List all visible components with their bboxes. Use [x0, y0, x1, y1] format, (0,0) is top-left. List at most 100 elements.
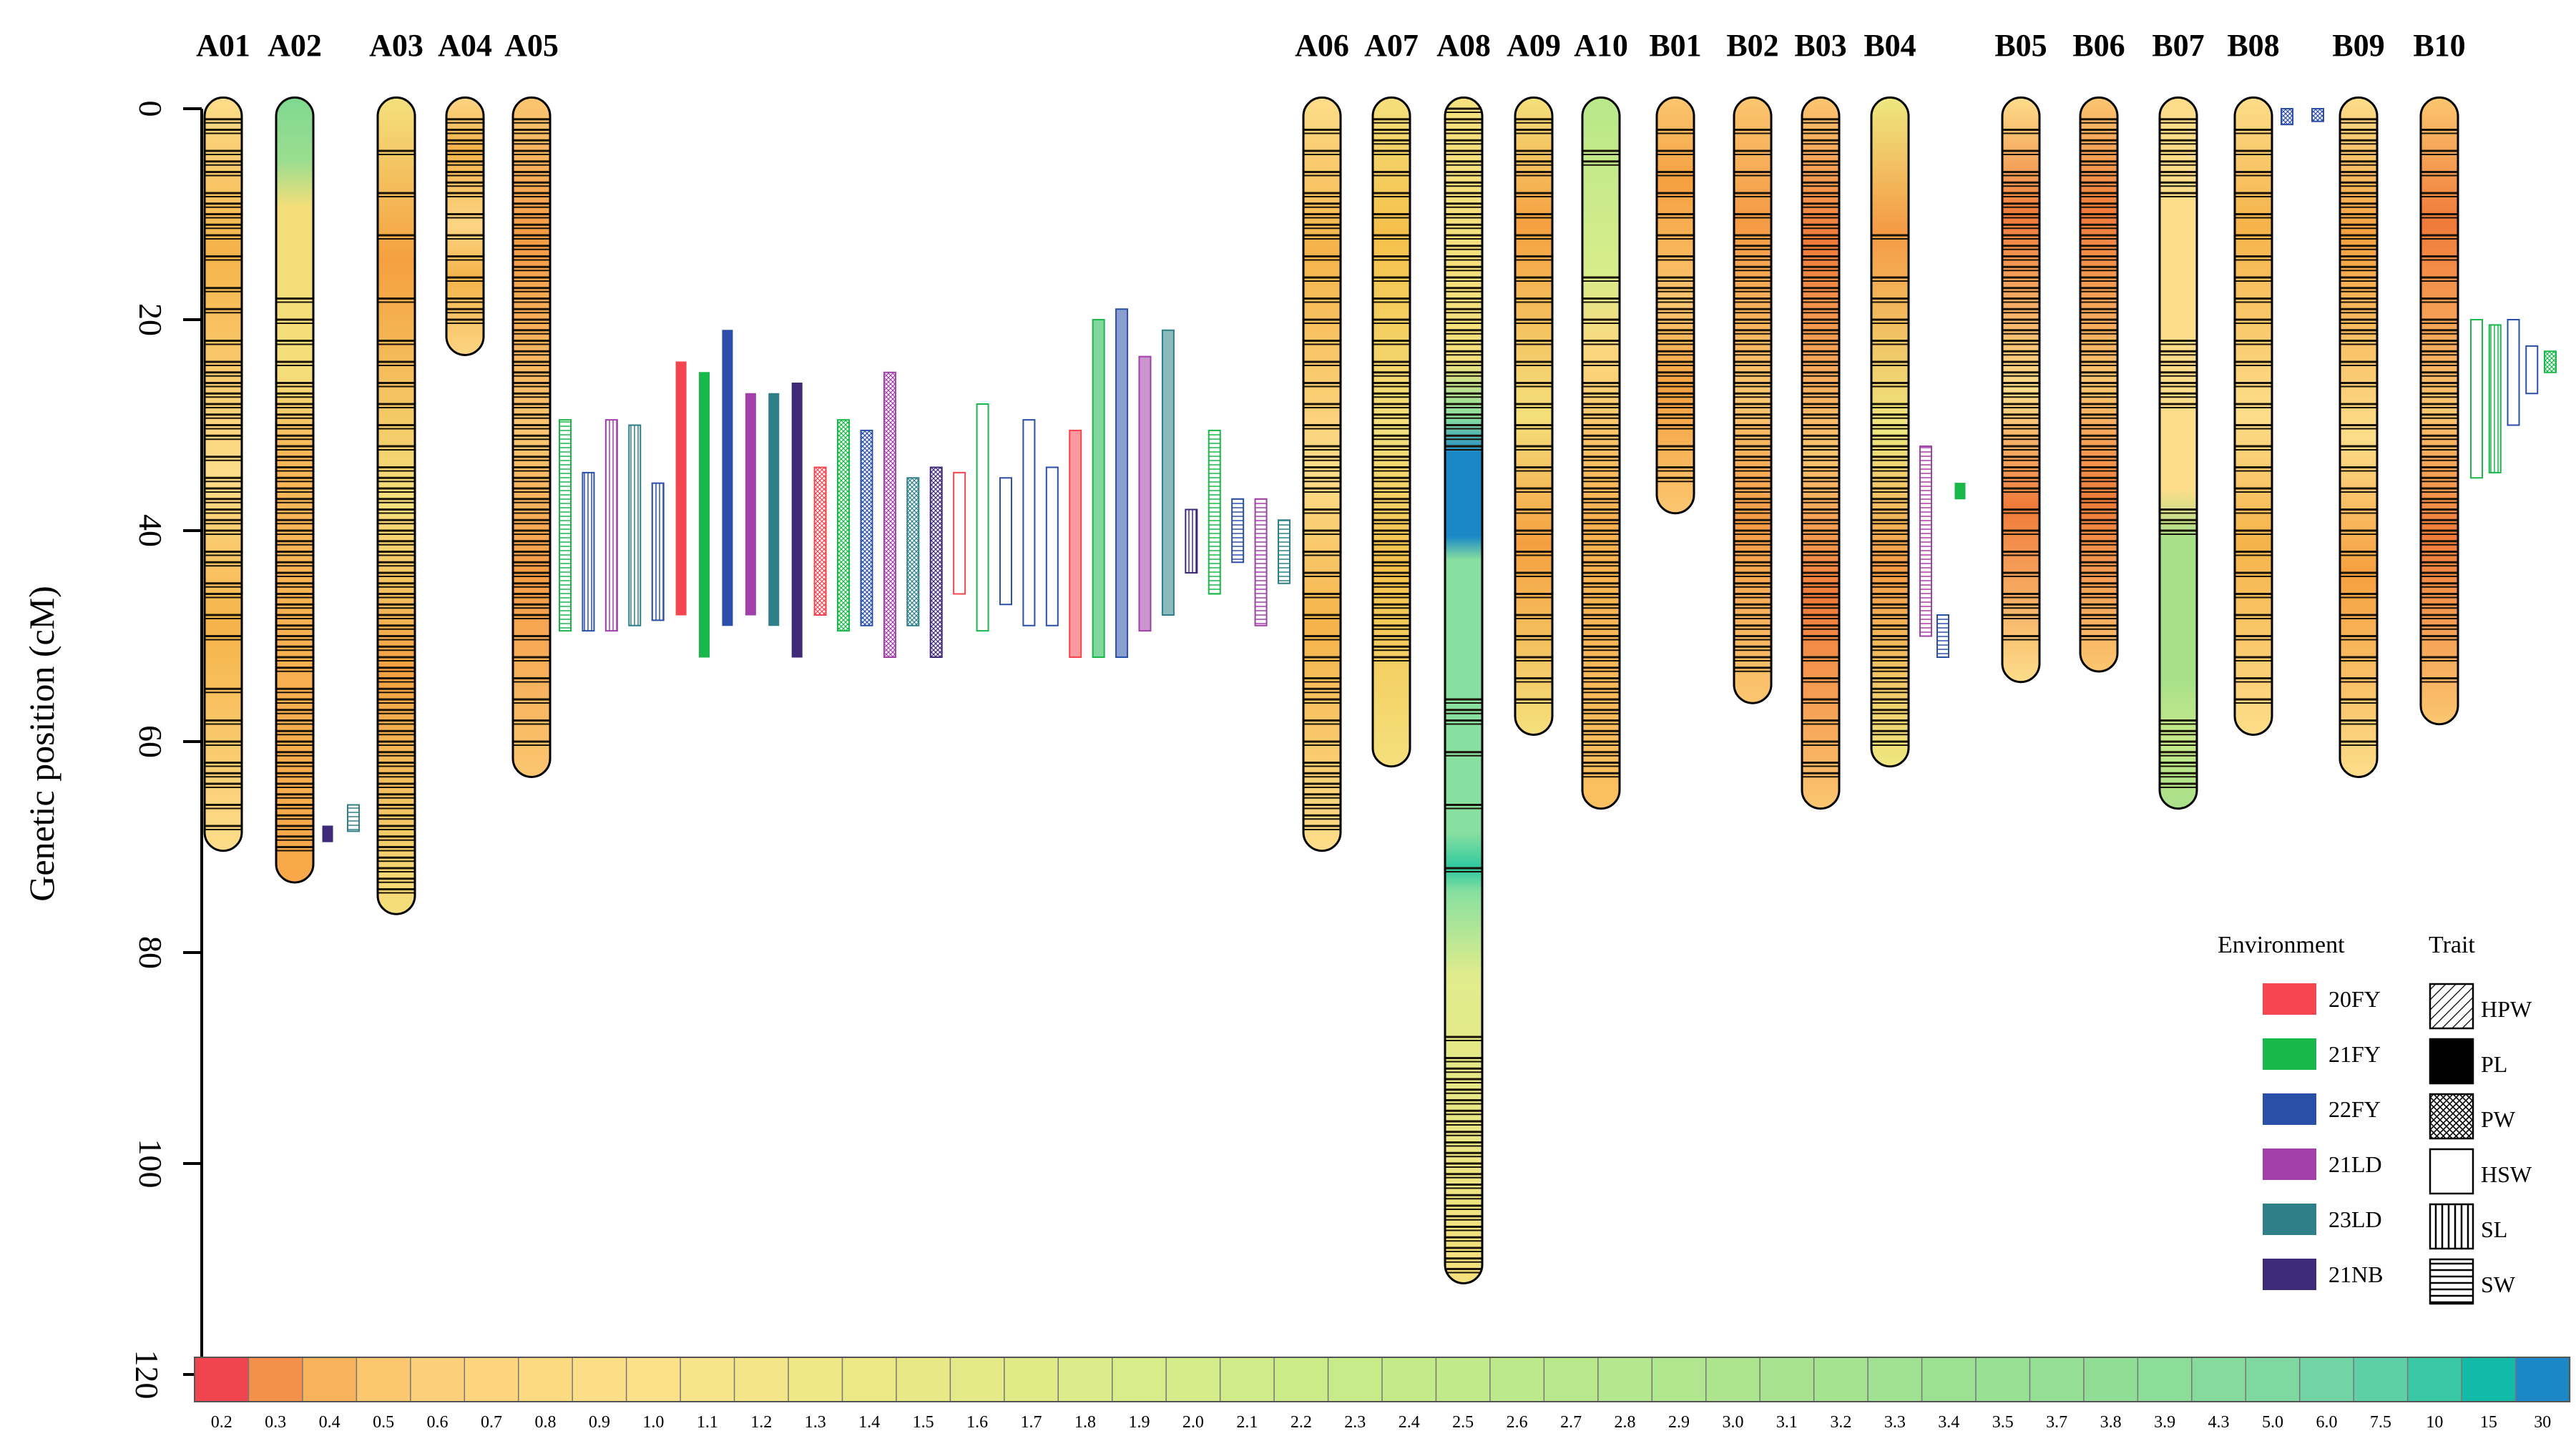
colorbar-label: 15 — [2480, 1413, 2497, 1432]
colorbar-cell — [1597, 1357, 1653, 1402]
qtl-bar — [1115, 308, 1129, 658]
chromosome-outline — [1371, 96, 1411, 768]
qtl-bar — [1161, 329, 1175, 616]
chromosome-b05: B05 — [1994, 28, 2047, 684]
colorbar-label: 30 — [2534, 1413, 2551, 1432]
y-ticks: 0 20 40 60 80 100 120 — [129, 101, 202, 1400]
colorbar-cell — [2298, 1357, 2355, 1402]
legend-trait-label: HSW — [2481, 1161, 2532, 1187]
chromosome-body — [2421, 97, 2458, 724]
colorbar-label: 2.9 — [1668, 1413, 1690, 1432]
qtl-bar — [883, 371, 896, 658]
colorbar-label: 3.7 — [2046, 1413, 2067, 1432]
colorbar-label: 0.3 — [265, 1413, 286, 1432]
marker-lines — [2235, 129, 2272, 704]
colorbar-cell — [1327, 1357, 1384, 1402]
y-tick-label: 40 — [132, 514, 169, 547]
chromosome-outline — [1801, 96, 1841, 810]
chromosome-label: B01 — [1649, 28, 1701, 63]
qtl-bar — [2470, 319, 2483, 479]
colorbar-label: 0.8 — [534, 1413, 556, 1432]
qtl-bar — [1208, 429, 1221, 595]
chromosome-outline — [445, 96, 485, 356]
chromosome-label: A05 — [504, 28, 559, 63]
colorbar-label: 0.4 — [319, 1413, 341, 1432]
qtl-bar — [604, 419, 618, 632]
chromosome-body — [1303, 97, 1341, 851]
marker-lines — [205, 118, 242, 830]
chromosome-body — [378, 97, 415, 915]
qtl-bar — [675, 361, 687, 616]
y-axis: 0 20 40 60 80 100 120 Genetic position (cM) — [21, 101, 203, 1400]
qtl-bar — [559, 419, 572, 632]
qtl-group-b10 — [2470, 319, 2557, 479]
legend-trait-swatch — [2429, 1038, 2474, 1085]
qtl-bar — [1278, 519, 1291, 584]
colorbar-label: 0.2 — [211, 1413, 232, 1432]
chromosome-label: B10 — [2413, 28, 2465, 63]
chromosome-body — [513, 97, 550, 777]
colorbar-cell — [625, 1357, 682, 1402]
colorbar-label: 1.4 — [858, 1413, 880, 1432]
qtl-bar — [2488, 324, 2502, 473]
legend-environments: 20FY 21FY 22FY 21LD 23LD 21NB — [2263, 983, 2383, 1290]
legend-env-swatch — [2263, 1038, 2316, 1070]
colorbar-cell — [2191, 1357, 2247, 1402]
legend-env-label: 23LD — [2328, 1206, 2382, 1232]
qtl-bar — [813, 466, 827, 616]
qtl-bar — [322, 825, 333, 842]
colorbar-cell — [1651, 1357, 1707, 1402]
legend-trait-swatch — [2429, 1093, 2474, 1140]
qtl-bar — [699, 372, 710, 658]
colorbar-cell — [2461, 1357, 2517, 1402]
chromosome-label: A09 — [1507, 28, 1561, 63]
marker-lines — [378, 149, 415, 894]
qtl-bar — [999, 477, 1012, 606]
chromosome-outline — [203, 96, 243, 852]
qtl-bar — [1045, 466, 1059, 626]
chromosome-a01: A01 — [196, 28, 250, 852]
marker-lines — [1802, 118, 1839, 778]
colorbar-cell — [302, 1357, 358, 1402]
chromosomes: A01 A02 A03 A04 A05 A06 A07 A08 A09 A10 B01 B02 B03 B… — [196, 28, 2466, 1284]
chromosome-label: B06 — [2072, 28, 2125, 63]
colorbar-label: 0.5 — [373, 1413, 394, 1432]
chromosome-outline — [2158, 96, 2198, 810]
colorbar-cell — [1165, 1357, 1221, 1402]
colorbar-cell — [896, 1357, 951, 1402]
chromosome-label: A03 — [369, 28, 423, 63]
colorbar-cell — [1273, 1357, 1329, 1402]
qtl-bar — [1185, 508, 1198, 574]
colorbar-label: 1.3 — [805, 1413, 826, 1432]
qtl-bar — [976, 403, 989, 632]
colorbar-cell — [194, 1357, 250, 1402]
colorbar-label: 2.6 — [1507, 1413, 1528, 1432]
chromosome-label: B09 — [2332, 28, 2384, 63]
qtl-bar — [929, 466, 943, 658]
colorbar-label: 0.6 — [427, 1413, 449, 1432]
colorbar-label: 3.9 — [2154, 1413, 2175, 1432]
chromosome-outline — [1514, 96, 1554, 736]
colorbar-label: 0.9 — [589, 1413, 610, 1432]
chromosome-body — [1734, 97, 1771, 704]
chromosome-label: B02 — [1726, 28, 1778, 63]
marker-lines — [276, 297, 313, 852]
marker-density-colorbar: 0.2 0.3 0.4 0.5 0.6 0.7 0.8 0.9 1.0 1.1 1.2 1.3 1.4 1… — [194, 1357, 2571, 1432]
chromosome-b07: B07 — [2152, 28, 2205, 810]
legend-trait-label: PW — [2481, 1106, 2516, 1132]
colorbar-cell — [2514, 1357, 2571, 1402]
legend-trait-title: Trait — [2429, 932, 2475, 958]
y-tick-label: 80 — [132, 936, 169, 969]
chromosome-label: B08 — [2227, 28, 2279, 63]
chromosome-outline — [1655, 96, 1695, 515]
colorbar-label: 2.1 — [1236, 1413, 1258, 1432]
colorbar-cell — [1381, 1357, 1437, 1402]
chromosome-body — [2002, 97, 2039, 682]
qtl-bar — [768, 393, 780, 626]
chromosome-outline — [1444, 96, 1484, 1284]
chromosome-label: B05 — [1994, 28, 2047, 63]
colorbar-cell — [2029, 1357, 2085, 1402]
legend-env-swatch — [2263, 1259, 2316, 1290]
colorbar-cell — [356, 1357, 412, 1402]
